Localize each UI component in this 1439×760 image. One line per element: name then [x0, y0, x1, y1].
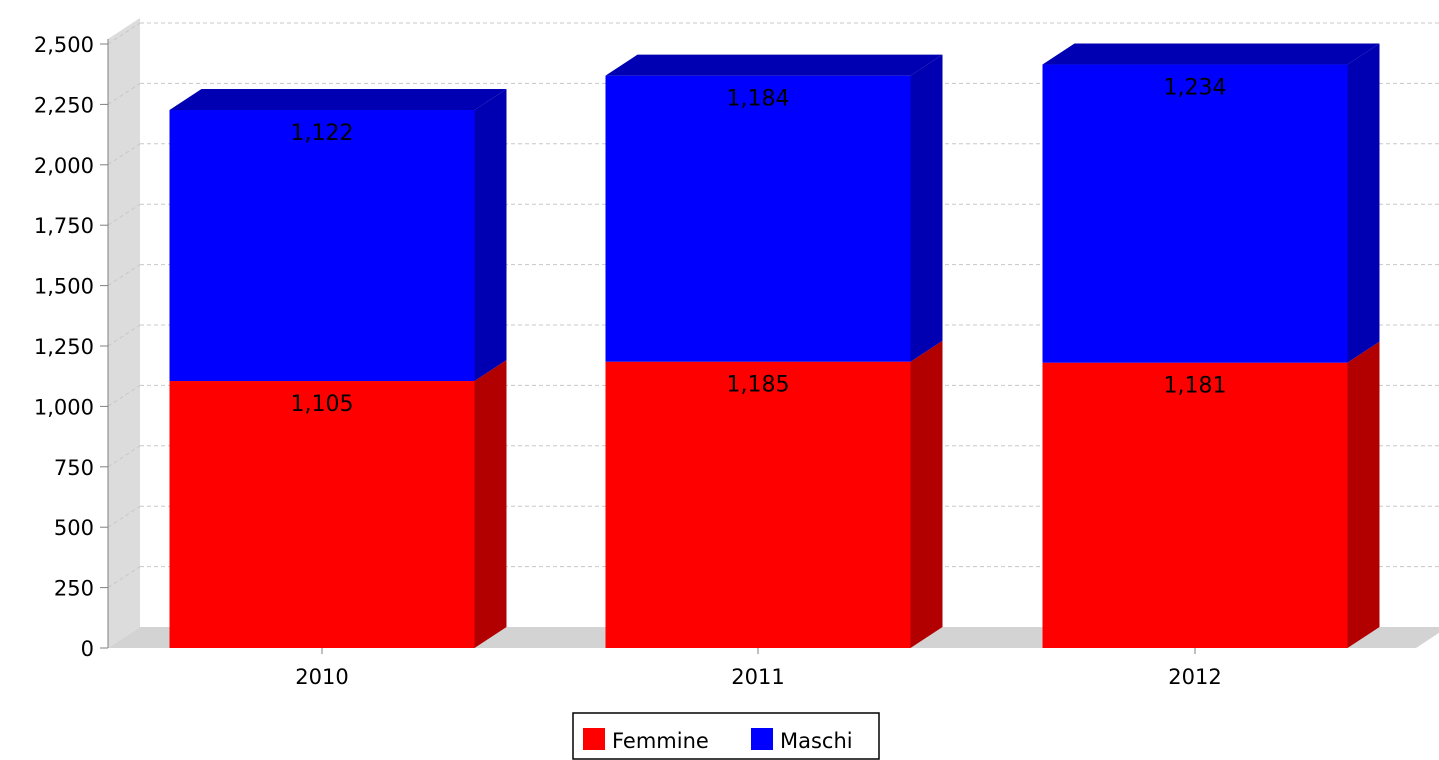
gridline-wall [107, 264, 141, 287]
bar-side [1347, 43, 1380, 363]
gridline-wall [107, 82, 141, 105]
bars [169, 43, 1380, 648]
bar-side [910, 54, 943, 362]
gridline-wall [107, 324, 141, 347]
gridline-wall [107, 203, 141, 226]
bar [1042, 362, 1348, 648]
data-label: 1,234 [1164, 76, 1227, 101]
bar-side [474, 360, 507, 648]
x-tick-label: 2010 [295, 665, 348, 689]
y-tick-label: 0 [81, 637, 94, 661]
bar [169, 109, 475, 382]
data-labels: 1,105 1,122 1,185 1,184 1,181 1,234 [291, 76, 1227, 417]
y-tick-label: 2,500 [34, 33, 94, 57]
bar [605, 361, 911, 648]
x-tick-label: 2012 [1168, 665, 1221, 689]
left-wall [108, 18, 140, 648]
bar-top [169, 88, 507, 110]
y-tick-label: 750 [54, 456, 94, 480]
y-tick-label: 2,250 [34, 93, 94, 117]
data-label: 1,122 [291, 121, 354, 146]
y-tick-label: 1,000 [34, 395, 94, 419]
bar [169, 381, 475, 648]
bar [605, 75, 911, 362]
legend-box [572, 712, 880, 760]
y-tick-label: 500 [54, 516, 94, 540]
bar [1042, 64, 1348, 363]
y-tick-label: 1,500 [34, 275, 94, 299]
data-label: 1,184 [727, 87, 790, 112]
legend: Femmine Maschi [572, 712, 880, 760]
bar-top [1042, 43, 1380, 65]
bar-side [910, 340, 943, 648]
gridlines [107, 22, 1439, 589]
bar-side [1347, 341, 1380, 648]
gridline-wall [107, 566, 141, 589]
y-tick-label: 2,000 [34, 154, 94, 178]
gridline-wall [107, 384, 141, 407]
gridline-wall [107, 143, 141, 166]
y-tick-label: 250 [54, 577, 94, 601]
gridline-wall [107, 22, 141, 45]
y-tick-label: 1,250 [34, 335, 94, 359]
data-label: 1,185 [727, 373, 790, 398]
axes: 0 250 500 750 1,000 1,250 1,500 1,750 2,000 2,250… [34, 33, 1222, 689]
y-tick-label: 1,750 [34, 214, 94, 238]
data-label: 1,181 [1164, 374, 1227, 399]
data-label: 1,105 [291, 392, 354, 417]
gridline-wall [107, 445, 141, 468]
bar-side [474, 88, 507, 382]
gridline-wall [107, 505, 141, 528]
legend-label: Maschi [780, 729, 853, 753]
x-tick-label: 2011 [731, 665, 784, 689]
legend-swatch [583, 728, 605, 750]
legend-label: Femmine [612, 729, 709, 753]
legend-swatch [751, 728, 773, 750]
bar-top [605, 54, 943, 76]
